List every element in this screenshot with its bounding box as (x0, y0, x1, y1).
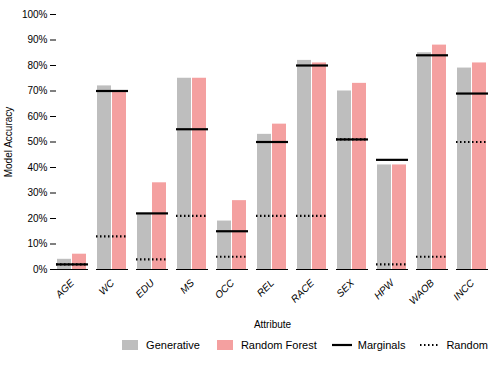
svg-text:10%: 10% (27, 238, 47, 249)
html-text:Marginals: Marginals (357, 339, 406, 351)
svg-text:MS: MS (178, 277, 197, 296)
svg-text:70%: 70% (27, 85, 47, 96)
svg-text:Model Accuracy: Model Accuracy (3, 107, 14, 178)
svg-text:RACE: RACE (289, 277, 317, 305)
html-text:Random: Random (446, 339, 488, 351)
svg-text:40%: 40% (27, 162, 47, 173)
svg-text:WC: WC (97, 277, 117, 297)
svg-text:100%: 100% (22, 9, 48, 20)
svg-text:INCC: INCC (451, 277, 477, 303)
svg-text:WAOB: WAOB (407, 277, 436, 306)
svg-text:Attribute: Attribute (254, 319, 292, 330)
svg-text:AGE: AGE (53, 277, 77, 301)
svg-text:60%: 60% (27, 111, 47, 122)
svg-text:SEX: SEX (334, 277, 356, 299)
svg-text:HPW: HPW (372, 276, 397, 301)
svg-text:EDU: EDU (133, 277, 156, 300)
svg-text:REL: REL (255, 277, 277, 299)
html-text:Generative: Generative (146, 339, 200, 351)
svg-text:20%: 20% (27, 213, 47, 224)
svg-text:80%: 80% (27, 60, 47, 71)
svg-text:50%: 50% (27, 136, 47, 147)
svg-text:0%: 0% (33, 264, 48, 275)
svg-text:OCC: OCC (213, 277, 237, 301)
svg-text:90%: 90% (27, 34, 47, 45)
svg-text:30%: 30% (27, 187, 47, 198)
html-text:Random Forest: Random Forest (240, 339, 317, 351)
